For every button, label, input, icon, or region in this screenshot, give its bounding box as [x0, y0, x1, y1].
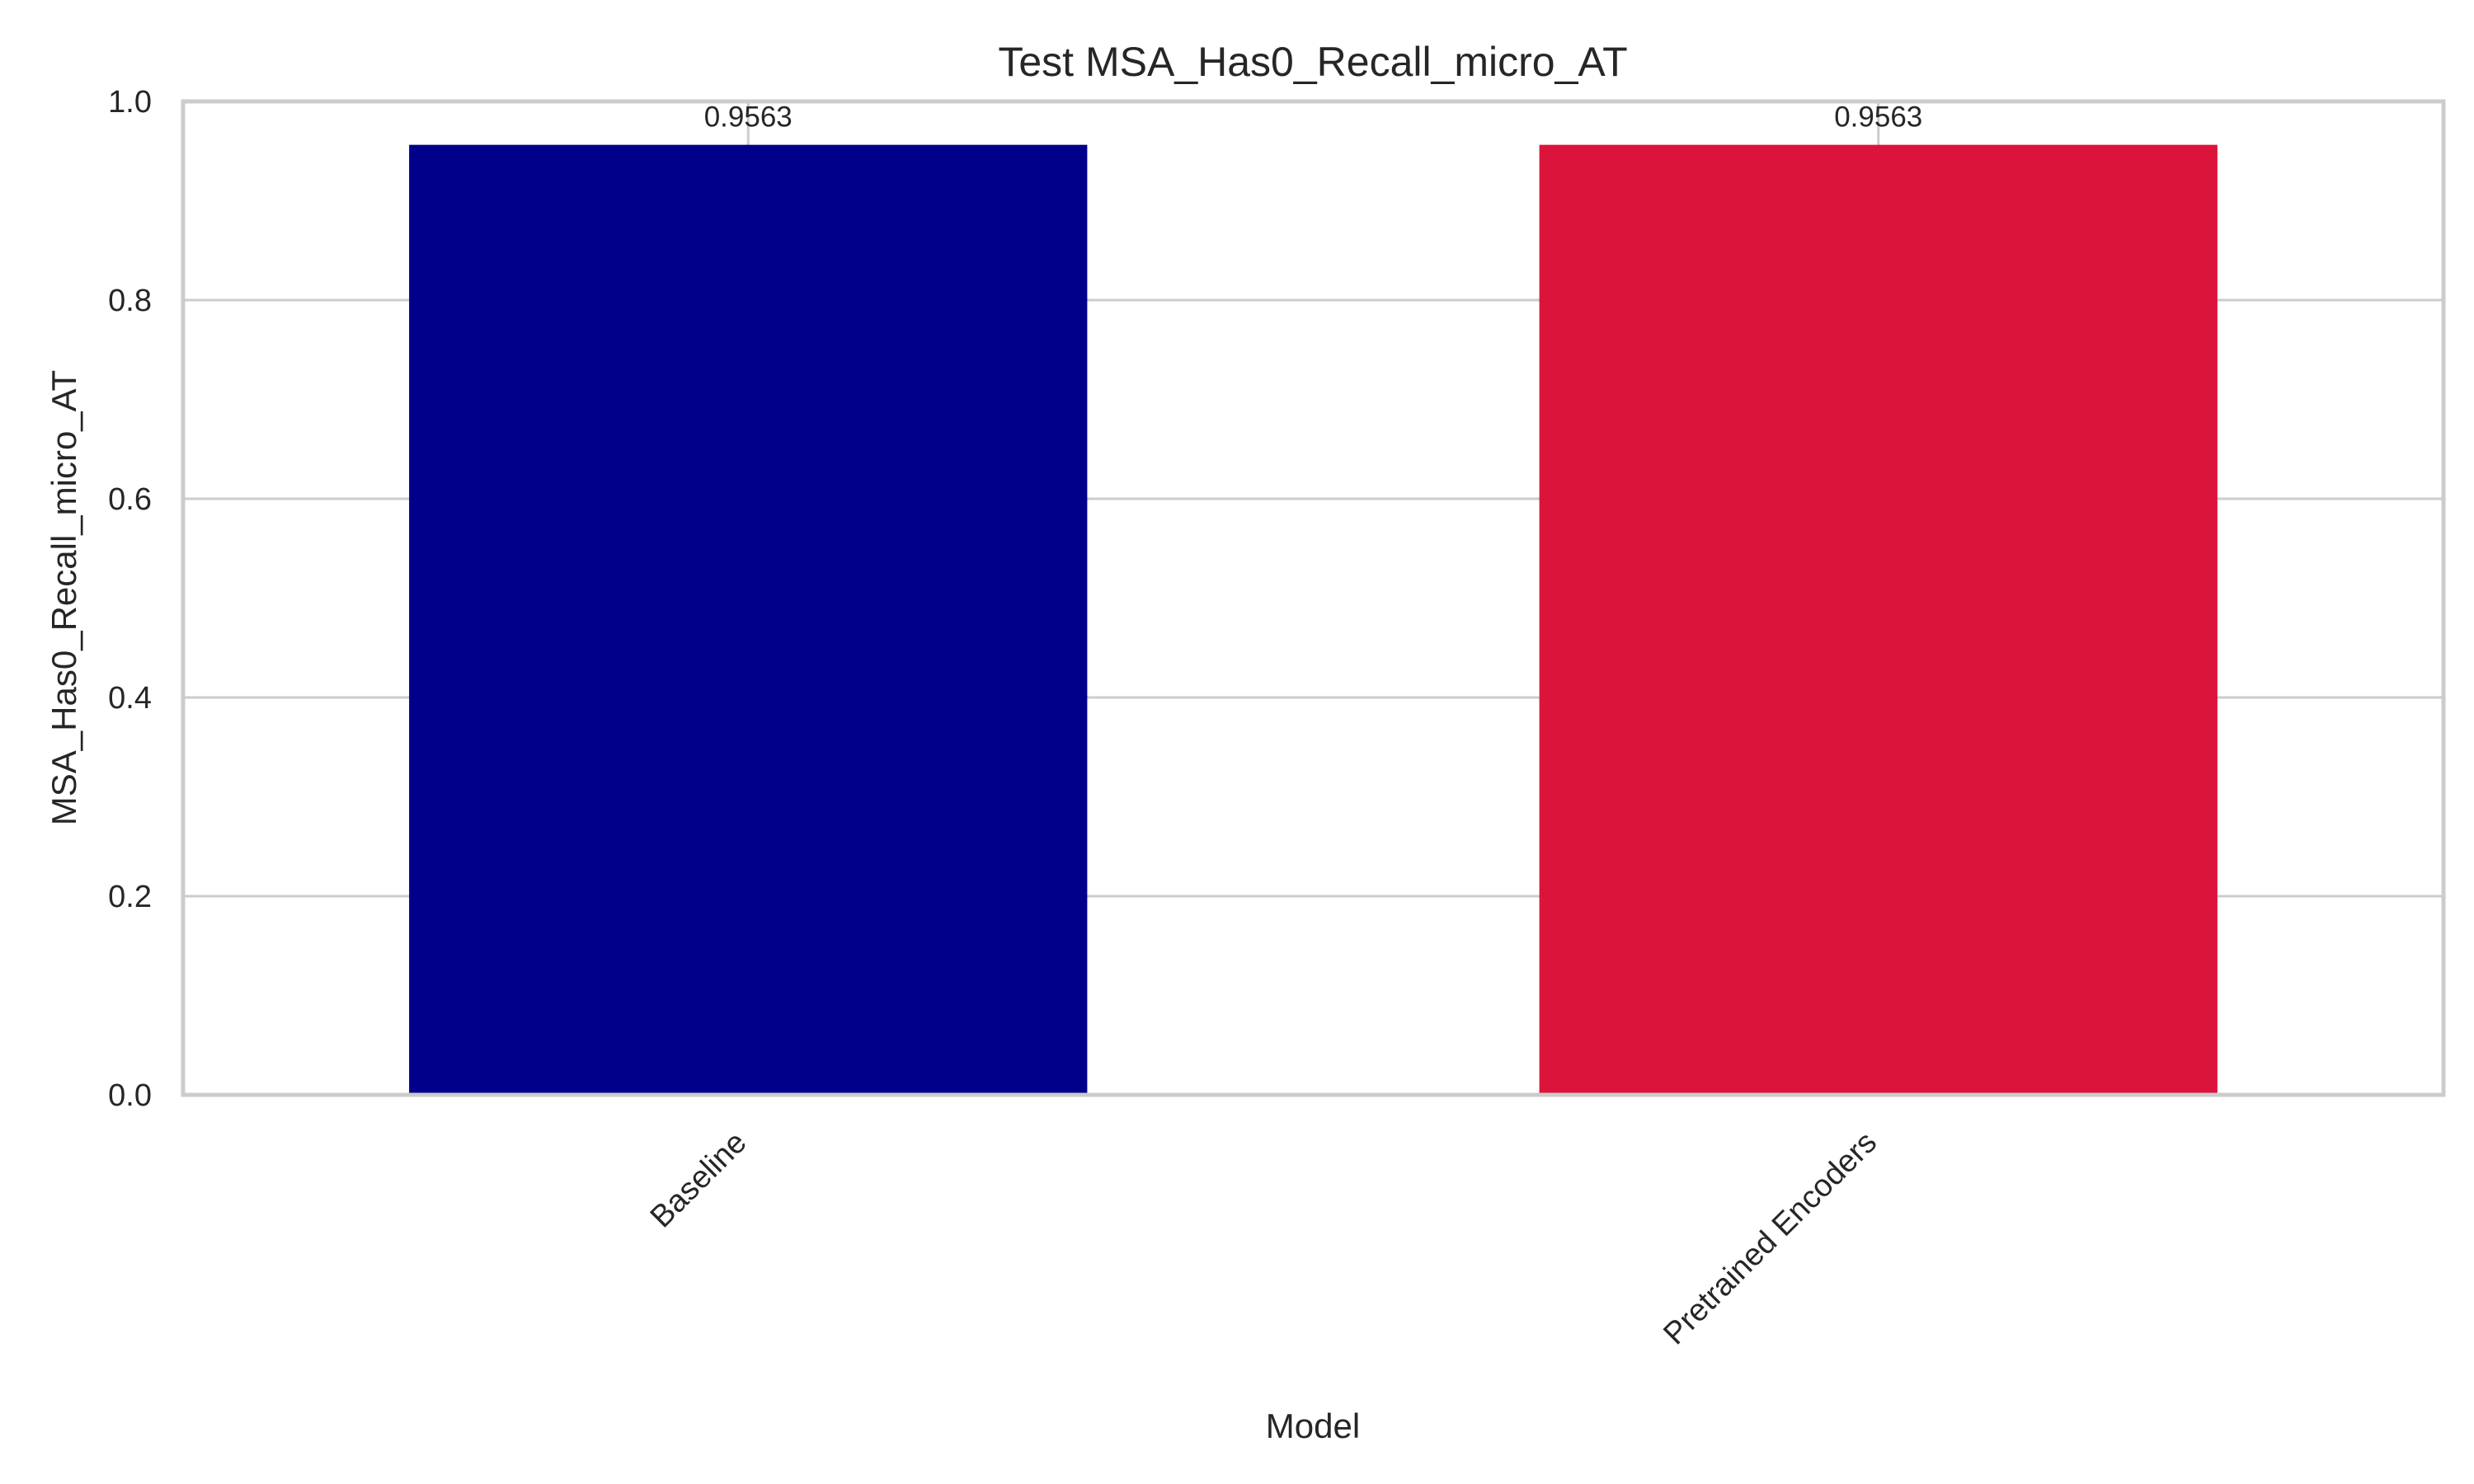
y-tick-label: 0.0 — [108, 1078, 152, 1113]
bar — [1539, 144, 2218, 1096]
x-tick-label: Baseline — [644, 1125, 754, 1235]
x-axis-label: Model — [1266, 1407, 1360, 1445]
y-axis-label: MSA_Has0_Recall_micro_AT — [45, 370, 83, 825]
bars — [409, 144, 2218, 1096]
y-tick-label: 1.0 — [108, 85, 152, 120]
bar-value-label: 0.9563 — [1834, 101, 1922, 134]
x-tick-label: Pretrained Encoders — [1657, 1125, 1884, 1352]
y-tick-label: 0.6 — [108, 482, 152, 517]
y-axis-ticks: 0.0 0.2 0.4 0.6 0.8 1.0 — [108, 85, 152, 1113]
data-labels: 0.9563 0.9563 — [704, 101, 1923, 134]
y-tick-label: 0.2 — [108, 880, 152, 914]
bar — [409, 144, 1088, 1096]
chart-title: Test MSA_Has0_Recall_micro_AT — [998, 39, 1627, 85]
plot-frame — [181, 99, 2446, 1097]
bar-value-label: 0.9563 — [704, 101, 793, 134]
y-tick-label: 0.8 — [108, 284, 152, 318]
y-tick-label: 0.4 — [108, 681, 152, 716]
x-axis-ticks: Baseline Pretrained Encoders — [644, 1125, 1884, 1352]
